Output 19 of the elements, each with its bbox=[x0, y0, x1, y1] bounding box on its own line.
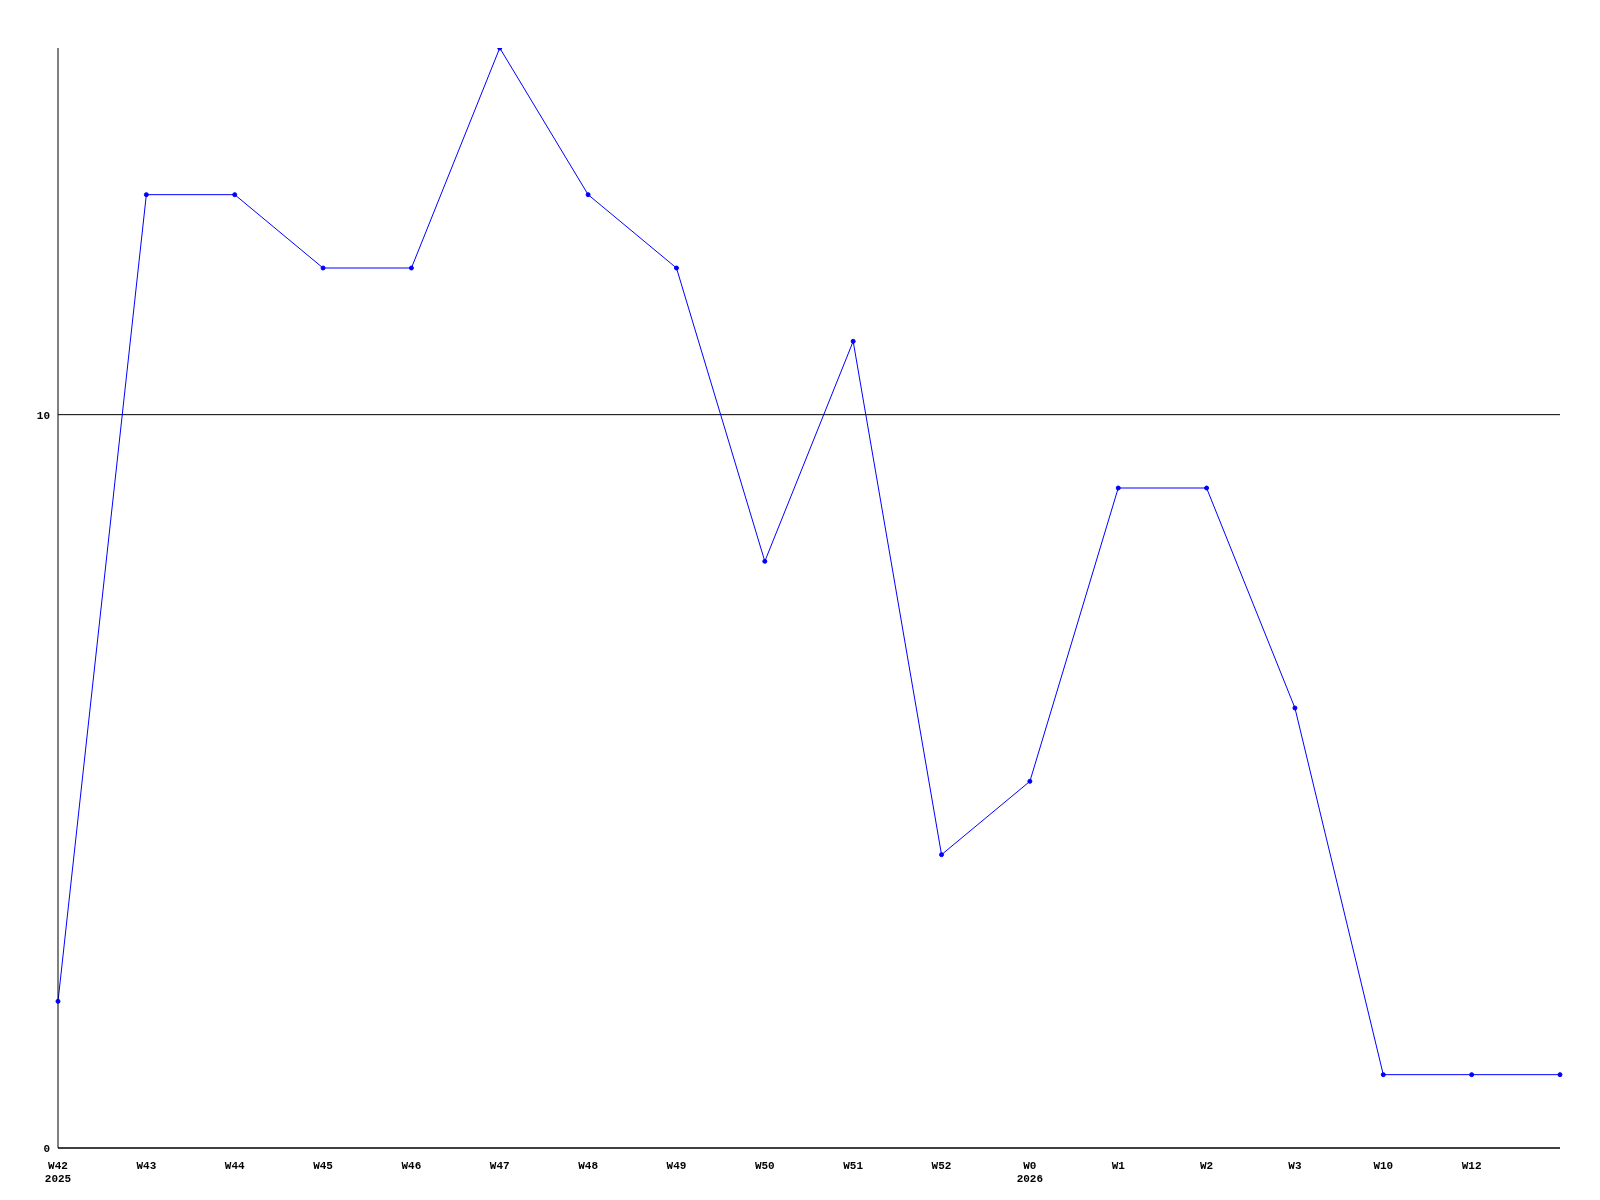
x-tick-label: W12 bbox=[1461, 1159, 1482, 1172]
x-tick-label: W43 bbox=[136, 1159, 157, 1172]
x-tick-label: W10 bbox=[1373, 1159, 1394, 1172]
x-tick-label: W0 2026 bbox=[1016, 1159, 1044, 1185]
x-tick-label: W51 bbox=[843, 1159, 864, 1172]
x-tick-label: W49 bbox=[666, 1159, 687, 1172]
x-tick-label: W50 bbox=[754, 1159, 775, 1172]
x-tick-label: W47 bbox=[489, 1159, 510, 1172]
x-tick-label: W44 bbox=[224, 1159, 245, 1172]
y-tick-label: 10 bbox=[36, 409, 50, 422]
x-tick-label: W48 bbox=[578, 1159, 599, 1172]
x-tick-label: W45 bbox=[313, 1159, 334, 1172]
x-tick-label: W52 bbox=[931, 1159, 952, 1172]
x-tick-label: W42 2025 bbox=[44, 1159, 72, 1185]
x-tick-label: W3 bbox=[1288, 1159, 1302, 1172]
x-tick-label: W46 bbox=[401, 1159, 422, 1172]
x-tick-label: W1 bbox=[1111, 1159, 1126, 1172]
x-tick-label: W2 bbox=[1199, 1159, 1214, 1172]
y-tick-label: 0 bbox=[43, 1142, 50, 1155]
